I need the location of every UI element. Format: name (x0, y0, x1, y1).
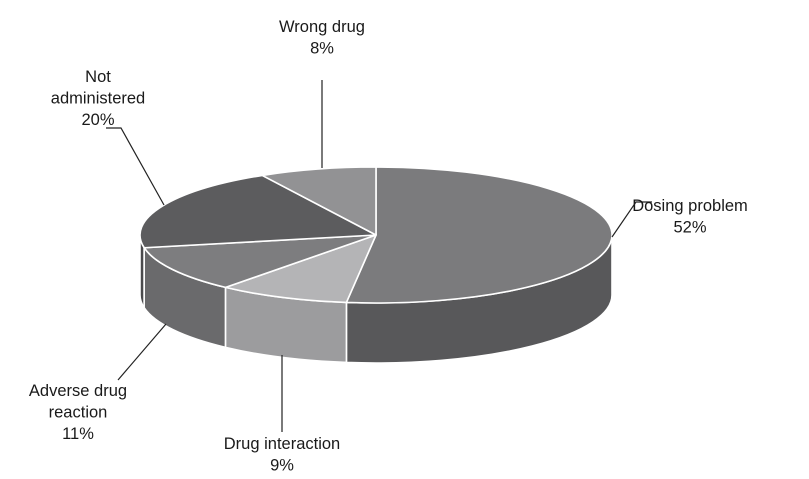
slice-label-2-1: reaction (49, 404, 108, 422)
pie-slice-0 (345, 166, 613, 304)
pie-slice-2 (143, 234, 377, 289)
pie-slice-4 (261, 166, 377, 236)
slice-label-1-0: Drug interaction (224, 435, 340, 453)
slice-label-3-1: administered (51, 90, 145, 108)
slice-percent-0: 52% (673, 219, 706, 237)
slice-label-2-0: Adverse drug (29, 382, 127, 400)
pie-tops (139, 166, 613, 304)
slice-labels: Dosing problem 52% Drug interaction 9% Adver… (29, 18, 748, 475)
slice-percent-4: 8% (310, 40, 334, 58)
slice-label-4-0: Wrong drug (279, 18, 365, 36)
pie-slice-3 (139, 174, 377, 249)
slice-percent-1: 9% (270, 457, 294, 475)
slice-percent-2: 11% (62, 425, 94, 443)
leader-line-2 (117, 323, 167, 381)
leader-line-0 (611, 201, 652, 238)
pie-sides (139, 234, 613, 364)
pie-slice-1 (224, 234, 377, 304)
slice-label-3-0: Not (85, 68, 111, 86)
slice-percent-3: 20% (81, 111, 114, 129)
slice-label-0-0: Dosing problem (632, 197, 748, 215)
leader-lines (106, 80, 652, 432)
leader-line-3 (106, 127, 165, 206)
